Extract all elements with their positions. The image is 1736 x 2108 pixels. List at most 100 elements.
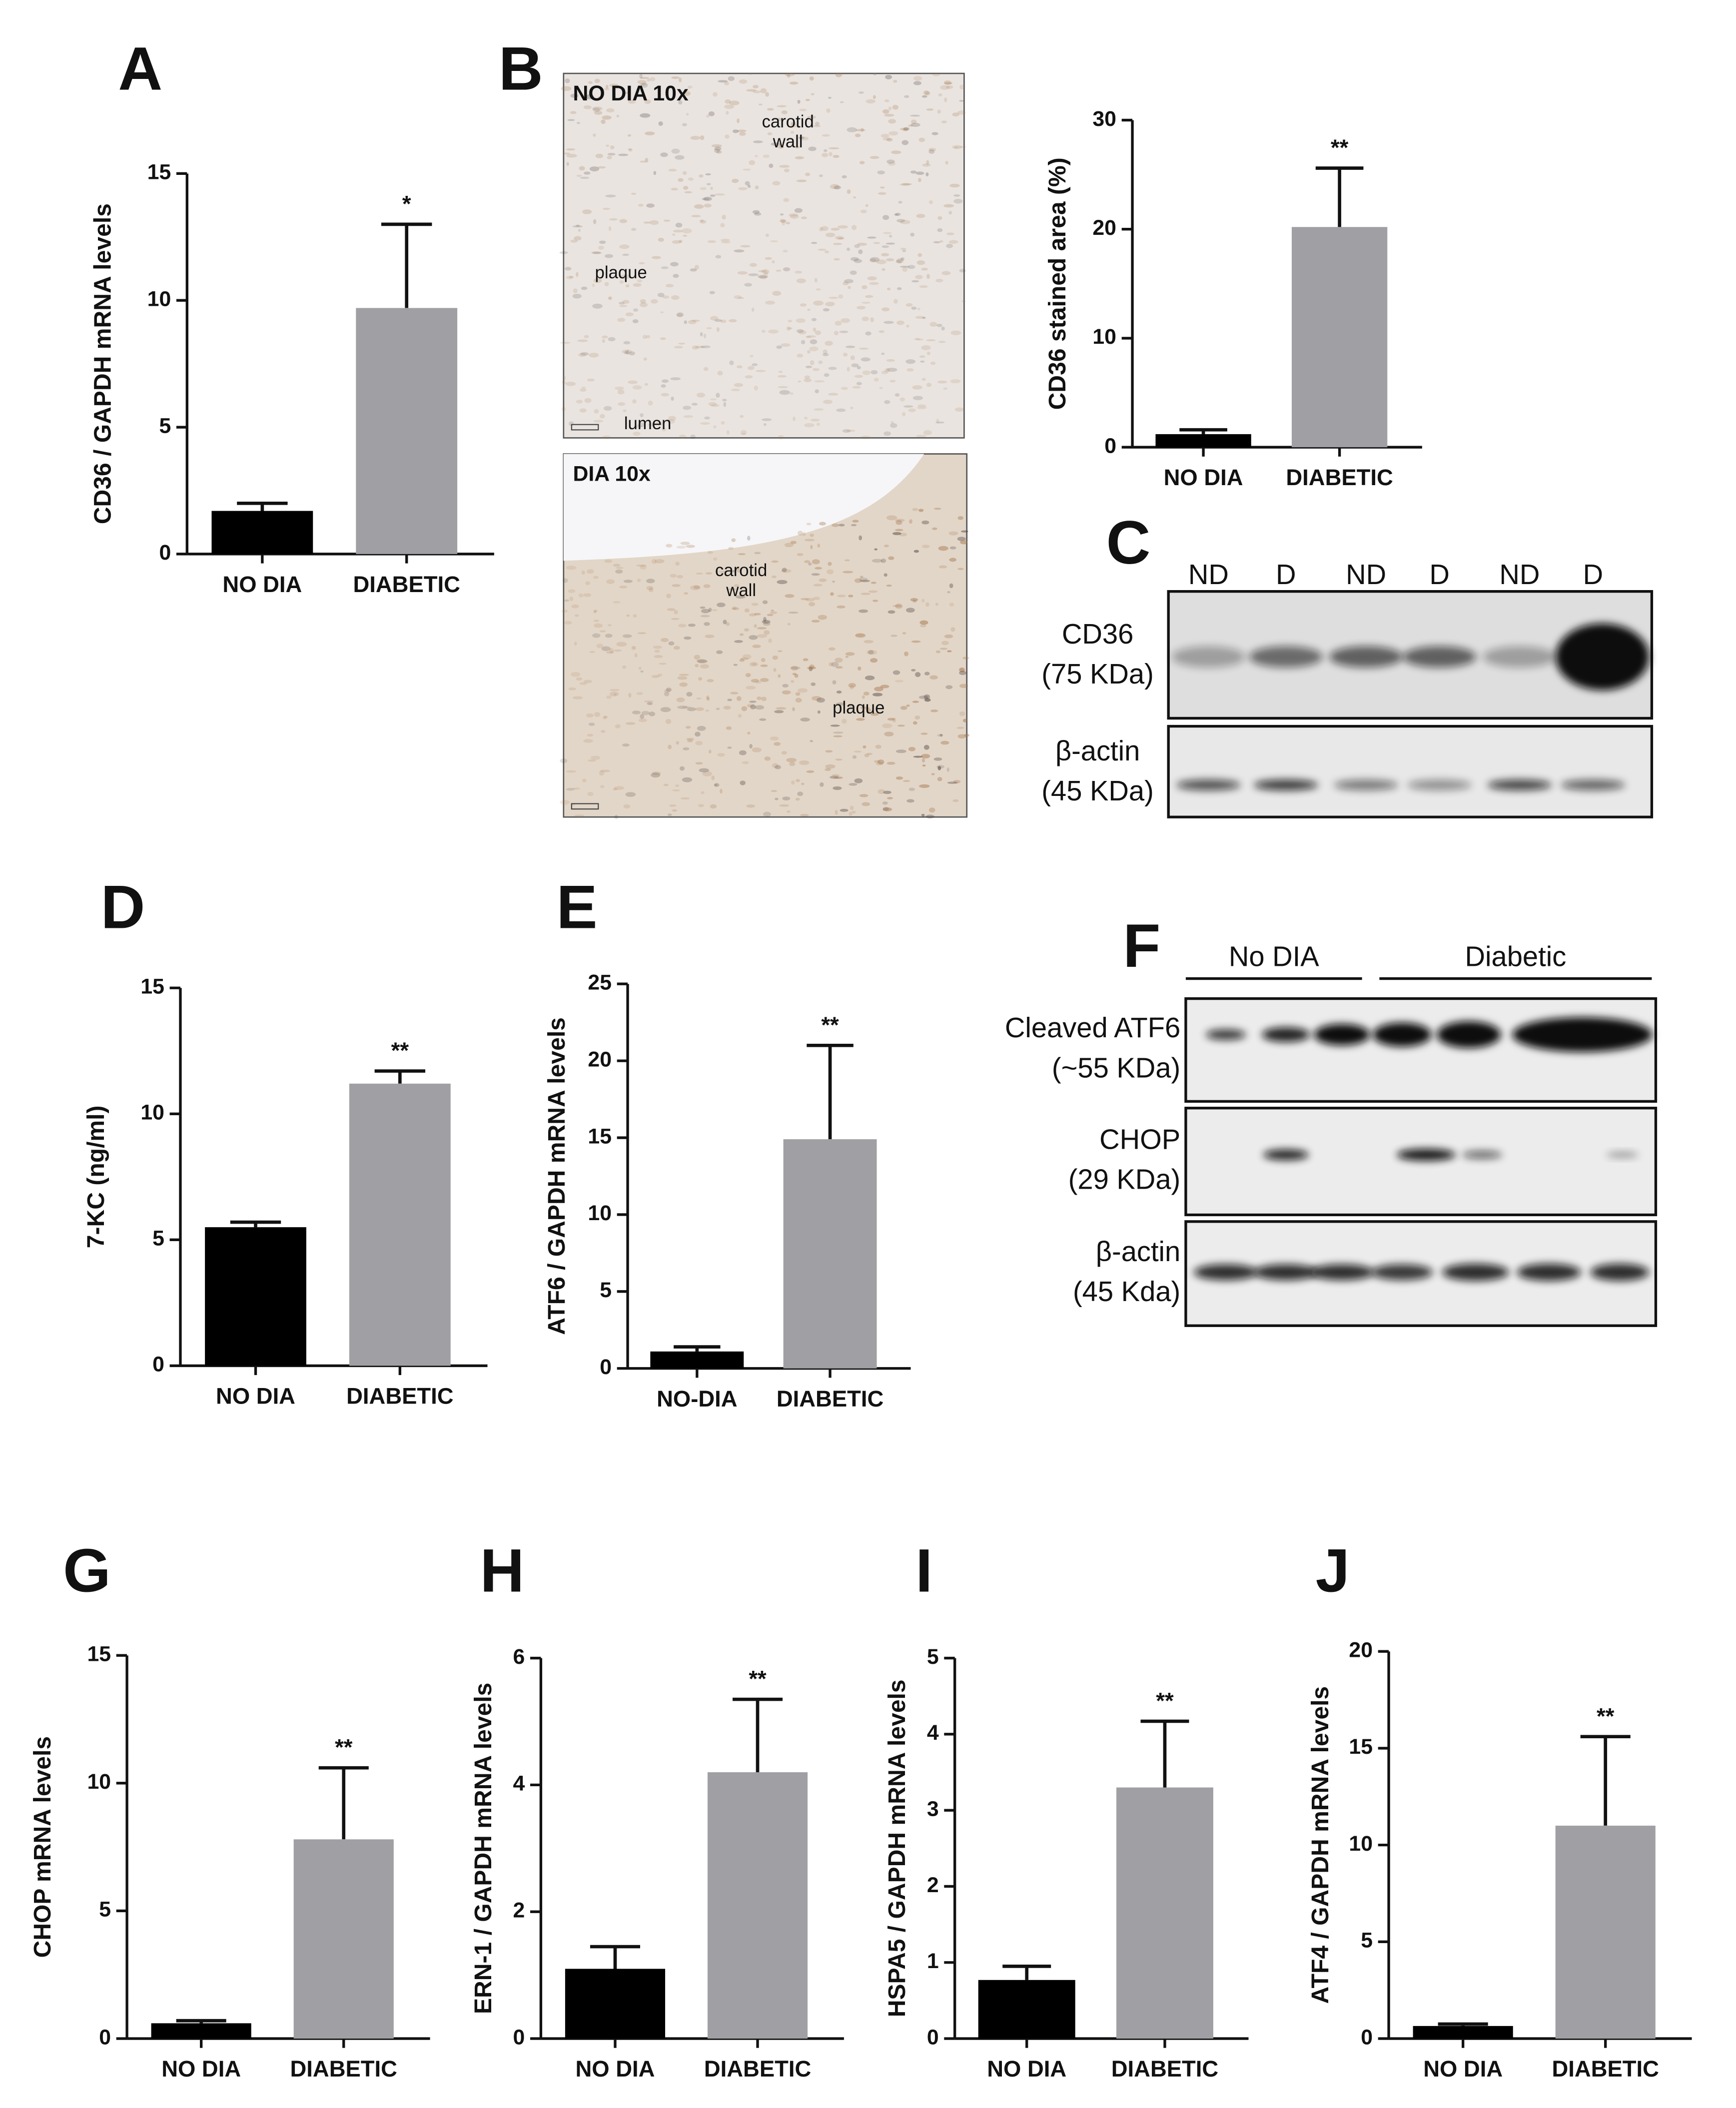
stain	[859, 535, 863, 541]
stain	[641, 710, 650, 715]
stain	[900, 257, 904, 261]
stain	[628, 380, 638, 384]
stain	[700, 606, 706, 609]
stain	[676, 741, 679, 745]
stain	[936, 323, 942, 327]
blot-band	[1310, 1264, 1374, 1281]
blot-band	[1193, 1264, 1258, 1281]
stain	[834, 331, 839, 336]
stain	[862, 301, 870, 304]
stain	[746, 89, 757, 92]
stain	[619, 302, 625, 305]
blot-band	[1407, 779, 1472, 790]
panel-letter: F	[1123, 912, 1160, 980]
stain	[700, 664, 709, 669]
stain	[874, 548, 877, 551]
lane-label: ND	[1346, 559, 1386, 590]
stain	[949, 583, 953, 589]
stain	[960, 540, 968, 545]
stain	[957, 516, 963, 520]
stain	[850, 805, 854, 810]
stain	[924, 91, 930, 95]
stain	[797, 688, 808, 693]
stain	[860, 580, 870, 583]
stain	[668, 744, 672, 749]
stain	[879, 387, 883, 389]
stain	[888, 106, 892, 111]
blot-band	[1371, 1264, 1433, 1281]
stain	[873, 73, 876, 75]
stain	[606, 108, 615, 112]
stain	[706, 183, 711, 185]
stain	[609, 218, 618, 221]
stain	[688, 177, 694, 181]
stain	[747, 731, 751, 735]
stain	[882, 137, 891, 141]
stain	[894, 393, 900, 397]
stain	[882, 807, 892, 811]
stain	[864, 753, 869, 757]
stain	[916, 406, 927, 409]
stain	[643, 221, 651, 224]
stain	[881, 268, 885, 271]
stain	[813, 584, 823, 587]
stain	[678, 342, 686, 345]
stain	[892, 104, 898, 110]
stain	[783, 250, 788, 253]
y-tick-label: 15	[588, 1124, 612, 1148]
stain	[576, 224, 580, 227]
stain	[905, 303, 913, 307]
micrograph-label: carotid	[715, 561, 767, 580]
stain	[640, 160, 646, 163]
stain	[952, 799, 959, 802]
stain	[805, 365, 813, 368]
stain	[755, 681, 762, 684]
stain	[640, 714, 645, 719]
stain	[582, 209, 592, 214]
stain	[606, 84, 609, 89]
blot-band	[1590, 1263, 1650, 1281]
stain	[649, 77, 656, 81]
stain	[661, 384, 666, 388]
stain	[772, 655, 778, 660]
stain	[835, 809, 838, 815]
blot-band	[1206, 1029, 1246, 1040]
stain	[828, 96, 832, 99]
stain	[608, 226, 612, 231]
stain	[773, 668, 777, 672]
stain	[863, 692, 869, 696]
stain	[701, 609, 710, 614]
stain	[685, 725, 691, 729]
stain	[815, 389, 819, 394]
stain	[767, 614, 774, 617]
stain	[916, 338, 923, 341]
stain	[854, 375, 864, 378]
stain	[759, 275, 768, 279]
stain	[568, 589, 576, 593]
stain	[604, 406, 612, 411]
y-axis-label: ATF4 / GAPDH mRNA levels	[1307, 1686, 1334, 2004]
stain	[952, 112, 959, 117]
stain	[605, 194, 616, 198]
stain	[930, 709, 938, 712]
stain	[917, 253, 922, 257]
y-tick-label: 4	[513, 1772, 525, 1796]
stain	[599, 630, 606, 633]
blot-band	[1606, 1152, 1639, 1158]
stain	[811, 620, 820, 623]
stain	[638, 667, 642, 670]
stain	[885, 74, 892, 79]
stain	[727, 699, 733, 702]
stain	[679, 766, 685, 771]
stain	[826, 569, 834, 575]
stain	[781, 569, 792, 573]
blot-band	[1263, 1149, 1309, 1160]
bar	[783, 1139, 877, 1369]
stain	[809, 664, 815, 670]
stain	[823, 308, 830, 312]
stain	[851, 225, 857, 230]
stain	[895, 259, 902, 263]
stain	[777, 105, 787, 107]
stain	[738, 297, 745, 299]
stain	[892, 605, 902, 607]
